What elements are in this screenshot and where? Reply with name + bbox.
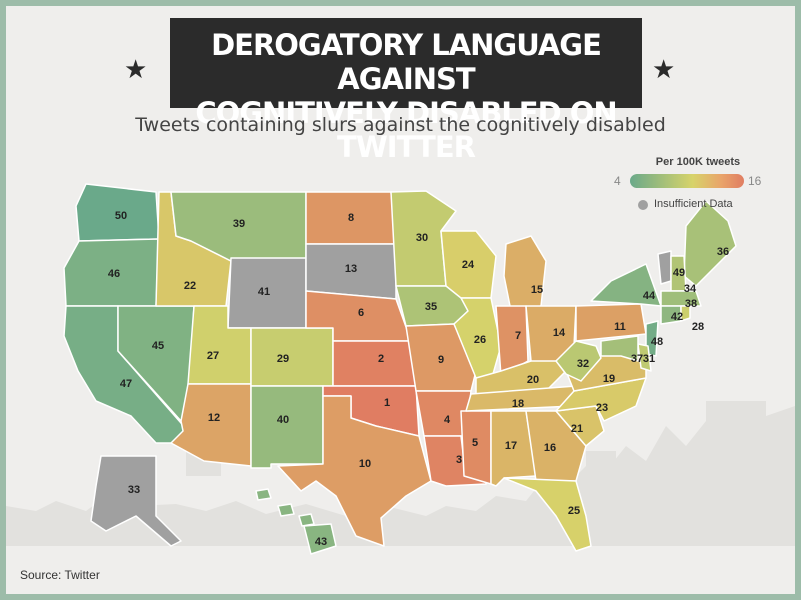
- state-label-OR: 46: [108, 268, 120, 280]
- state-HI: [255, 488, 337, 555]
- state-label-MI: 15: [531, 284, 543, 296]
- state-label-KS: 2: [378, 353, 384, 365]
- title-line-1: DEROGATORY LANGUAGE AGAINST: [211, 28, 602, 96]
- state-label-ND: 8: [348, 212, 354, 224]
- state-MI: [503, 235, 547, 312]
- state-VT: [657, 250, 672, 285]
- state-NJ: [645, 320, 659, 357]
- state-PA: [575, 303, 647, 342]
- state-label-PA: 11: [614, 321, 626, 333]
- state-DE: [637, 343, 652, 372]
- state-label-ME: 36: [717, 246, 729, 258]
- state-label-MA: 38: [685, 298, 697, 310]
- state-label-WY: 41: [258, 286, 270, 298]
- insufficient-data-dot: [638, 200, 648, 210]
- state-label-AR: 4: [444, 414, 451, 426]
- state-label-TN: 18: [512, 398, 524, 410]
- state-label-ID: 22: [184, 280, 196, 292]
- state-MA: [660, 290, 702, 307]
- state-label-IA: 35: [425, 301, 437, 313]
- state-MD: [600, 335, 639, 362]
- state-label-NY: 44: [643, 290, 656, 302]
- state-label-LA: 3: [456, 454, 462, 466]
- star-icon: ★: [124, 54, 148, 84]
- state-label-IL: 26: [474, 334, 486, 346]
- subtitle: Tweets containing slurs against the cogn…: [135, 114, 666, 136]
- state-label-HI: 43: [315, 536, 327, 548]
- state-label-MD: 37: [631, 353, 643, 365]
- infographic-frame: 50 46 47 45 22 39 41 27 12 29 40 8 13 6 2 1 10 30 35 9 4 3 24 2…: [6, 6, 795, 594]
- source-credit: Source: Twitter: [20, 568, 100, 582]
- state-label-SC: 21: [571, 423, 583, 435]
- state-TX: [277, 395, 432, 547]
- legend-gradient-bar: [630, 174, 744, 188]
- state-label-OK: 1: [384, 397, 390, 409]
- state-label-WI: 24: [462, 259, 475, 271]
- state-label-MO: 9: [438, 354, 444, 366]
- state-label-RI: 28: [692, 321, 704, 333]
- state-label-WA: 50: [115, 210, 127, 222]
- state-label-WV: 32: [577, 358, 589, 370]
- state-KS: [332, 340, 417, 387]
- state-label-NM: 40: [277, 414, 289, 426]
- state-label-OH: 14: [553, 327, 566, 339]
- legend-insufficient-label: Insufficient Data: [654, 198, 733, 210]
- us-map: 5046474522394127122940813621103035943242…: [6, 183, 795, 555]
- legend-min: 4: [614, 174, 621, 188]
- state-IN: [495, 305, 529, 377]
- state-AK: [90, 455, 182, 547]
- state-label-MT: 39: [233, 218, 245, 230]
- state-ME: [683, 200, 737, 287]
- state-FL: [503, 477, 592, 552]
- state-label-KY: 20: [527, 374, 539, 386]
- state-label-AK: 33: [128, 484, 140, 496]
- state-label-NV: 45: [152, 340, 164, 352]
- state-label-CO: 29: [277, 353, 289, 365]
- state-label-CT: 42: [671, 311, 683, 323]
- state-label-NJ: 48: [651, 336, 663, 348]
- title-banner: DEROGATORY LANGUAGE AGAINST COGNITIVELY …: [170, 18, 642, 164]
- state-label-SD: 13: [345, 263, 357, 275]
- state-label-IN: 7: [515, 330, 521, 342]
- crowd-silhouette: [6, 401, 795, 546]
- state-label-VA: 19: [603, 373, 615, 385]
- state-NY: [590, 263, 662, 307]
- legend-title: Per 100K tweets: [655, 156, 741, 168]
- title-line-2: COGNITIVELY DISABLED ON TWITTER: [195, 96, 617, 164]
- state-label-FL: 25: [568, 505, 580, 517]
- state-RI: [680, 305, 691, 322]
- state-value-labels: 5046474522394127122940813621103035943242…: [108, 210, 729, 548]
- state-label-AL: 17: [505, 440, 517, 452]
- state-label-DE: 31: [643, 353, 655, 365]
- state-MO: [405, 323, 477, 392]
- state-label-NH: 34: [684, 283, 697, 295]
- state-label-VT: 49: [673, 267, 685, 279]
- state-label-CA: 47: [120, 378, 132, 390]
- state-label-AZ: 12: [208, 412, 220, 424]
- legend-max: 16: [748, 174, 762, 188]
- state-label-NE: 6: [358, 307, 364, 319]
- state-label-MN: 30: [416, 232, 428, 244]
- state-label-UT: 27: [207, 350, 219, 362]
- state-label-TX: 10: [359, 458, 371, 470]
- state-label-GA: 16: [544, 442, 556, 454]
- state-NM: [250, 385, 324, 469]
- state-CO: [250, 327, 334, 387]
- state-label-MS: 5: [472, 437, 478, 449]
- star-icon: ★: [652, 54, 676, 84]
- state-label-NC: 23: [596, 402, 608, 414]
